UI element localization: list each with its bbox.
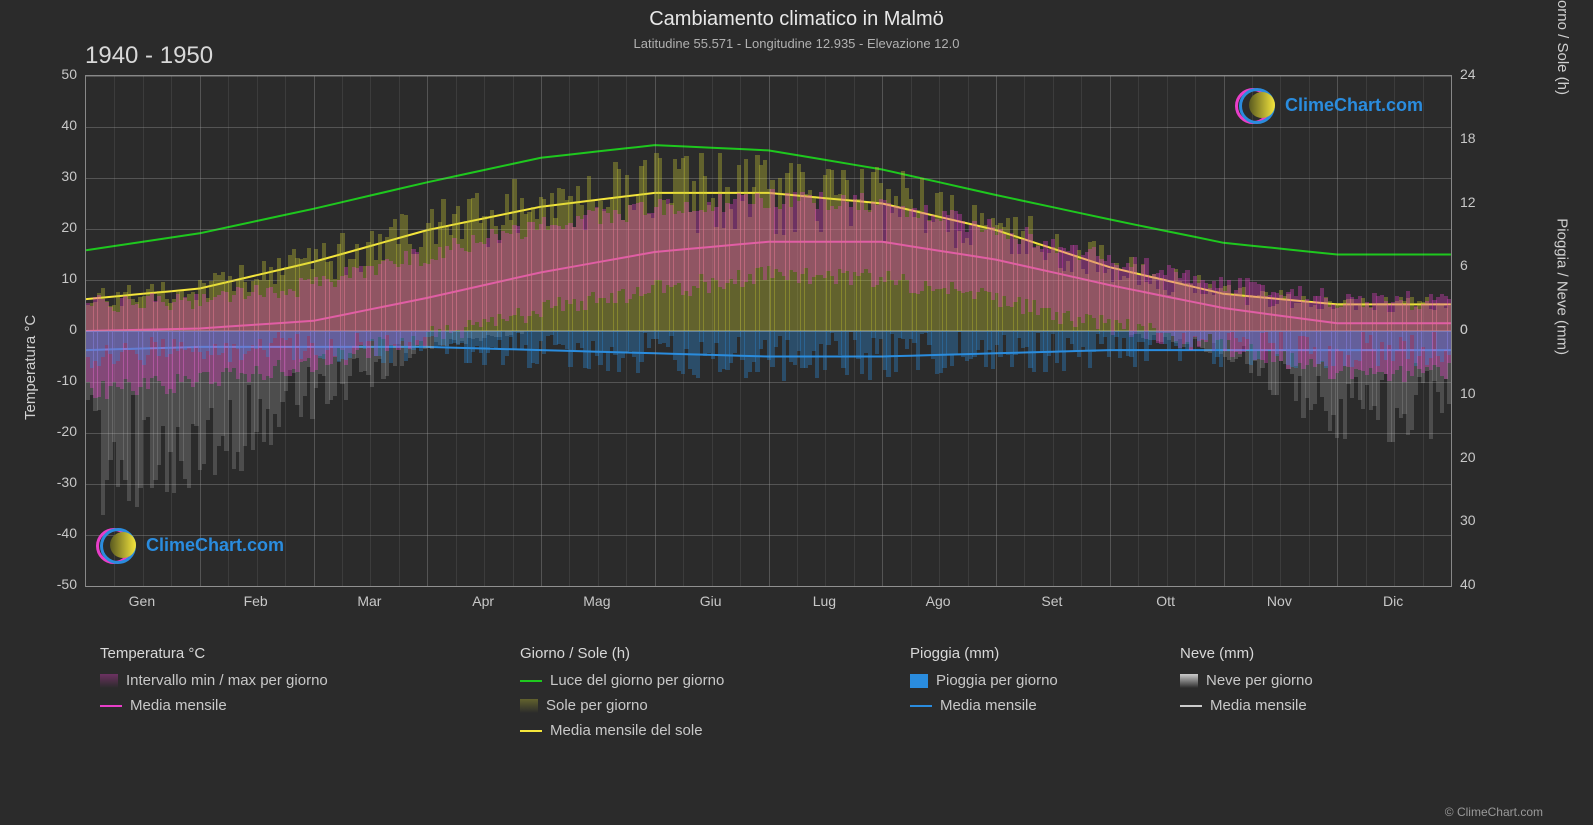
tick-right-hours: 12	[1460, 194, 1476, 210]
legend-item: Intervallo min / max per giorno	[100, 672, 328, 689]
tick-left: 40	[61, 117, 77, 133]
legend-header: Neve (mm)	[1180, 645, 1313, 662]
legend-item: Media mensile del sole	[520, 722, 724, 739]
month-label: Mar	[357, 593, 381, 609]
legend-item: Pioggia per giorno	[910, 672, 1058, 689]
tick-right-hours: 6	[1460, 257, 1468, 273]
month-label: Giu	[700, 593, 722, 609]
month-label: Set	[1041, 593, 1062, 609]
legend-header: Pioggia (mm)	[910, 645, 1058, 662]
month-label: Ott	[1156, 593, 1175, 609]
watermark-text: ClimeChart.com	[146, 535, 284, 556]
legend-item: Luce del giorno per giorno	[520, 672, 724, 689]
watermark-text: ClimeChart.com	[1285, 95, 1423, 116]
tick-left: 10	[61, 270, 77, 286]
chart-period: 1940 - 1950	[85, 42, 213, 70]
tick-right-mm: 10	[1460, 385, 1476, 401]
axis-title-precip: Pioggia / Neve (mm)	[1554, 218, 1571, 355]
axis-title-temperature: Temperatura °C	[22, 315, 39, 420]
tick-left: -20	[57, 423, 77, 439]
tick-right-mm: 20	[1460, 449, 1476, 465]
tick-left: 20	[61, 219, 77, 235]
tick-left: 50	[61, 66, 77, 82]
tick-left: -50	[57, 576, 77, 592]
tick-left: -40	[57, 525, 77, 541]
tick-left: 30	[61, 168, 77, 184]
month-label: Apr	[472, 593, 494, 609]
chart-title: Cambiamento climatico in Malmö	[0, 8, 1593, 31]
month-label: Ago	[926, 593, 951, 609]
legend-item: Media mensile	[100, 697, 328, 714]
copyright: © ClimeChart.com	[1445, 805, 1543, 819]
tick-left: -30	[57, 474, 77, 490]
tick-right-mm: 30	[1460, 512, 1476, 528]
legend-header: Giorno / Sole (h)	[520, 645, 724, 662]
legend-item: Media mensile	[910, 697, 1058, 714]
month-label: Feb	[244, 593, 268, 609]
chart-subtitle: Latitudine 55.571 - Longitudine 12.935 -…	[0, 36, 1593, 51]
plot-area	[85, 75, 1452, 587]
tick-left: -10	[57, 372, 77, 388]
axis-title-daylight: Giorno / Sole (h)	[1554, 0, 1571, 95]
month-label: Dic	[1383, 593, 1403, 609]
month-label: Mag	[583, 593, 610, 609]
month-label: Lug	[813, 593, 836, 609]
legend-header: Temperatura °C	[100, 645, 328, 662]
tick-left: 0	[69, 321, 77, 337]
legend-item: Media mensile	[1180, 697, 1313, 714]
month-label: Gen	[129, 593, 155, 609]
watermark-bottom-left: ClimeChart.com	[100, 530, 284, 560]
legend-item: Sole per giorno	[520, 697, 724, 714]
legend-item: Neve per giorno	[1180, 672, 1313, 689]
tick-right-mm: 0	[1460, 321, 1468, 337]
tick-right-hours: 24	[1460, 66, 1476, 82]
month-label: Nov	[1267, 593, 1292, 609]
tick-right-mm: 40	[1460, 576, 1476, 592]
tick-right-hours: 18	[1460, 130, 1476, 146]
watermark-top-right: ClimeChart.com	[1239, 90, 1423, 120]
